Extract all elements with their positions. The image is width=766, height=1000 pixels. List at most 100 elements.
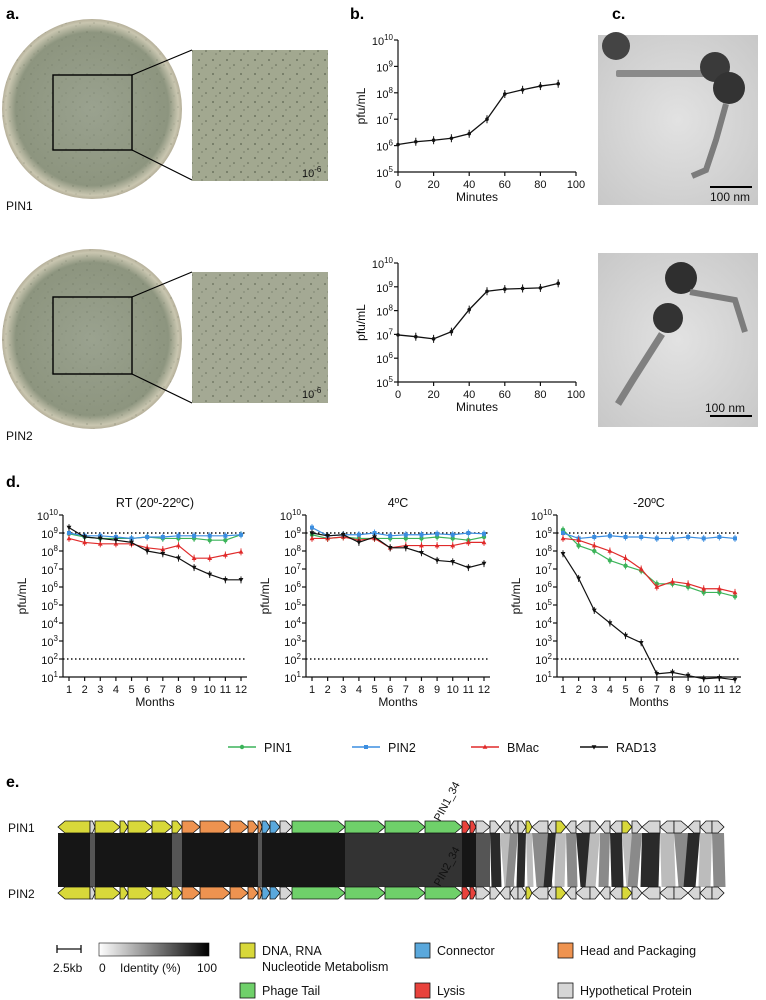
- data-point: [623, 563, 628, 569]
- gene-arrow: [119, 886, 129, 900]
- x-tick-label: 6: [144, 684, 150, 696]
- gene-arrow: [609, 886, 623, 900]
- data-point: [364, 745, 368, 749]
- data-point: [520, 286, 525, 291]
- x-tick-label: 1: [66, 684, 72, 696]
- panel-label-a: a.: [6, 6, 19, 23]
- data-point: [450, 532, 455, 537]
- track-label-pin1: PIN1: [8, 821, 35, 835]
- gene-arrow: [599, 820, 611, 834]
- data-point: [66, 525, 72, 531]
- gene-arrow: [171, 886, 183, 900]
- x-tick-label: 0: [395, 179, 401, 191]
- data-point: [591, 608, 597, 614]
- data-point: [176, 533, 181, 538]
- data-point: [560, 551, 566, 557]
- data-point: [113, 538, 119, 543]
- gene-arrow: [489, 820, 501, 834]
- gene-arrow: [57, 820, 91, 834]
- data-point: [701, 676, 707, 682]
- y-tick-label: 108: [376, 86, 393, 101]
- gene-arrow: [687, 820, 701, 834]
- legend: PIN1 PIN2 BMac RAD13: [228, 741, 656, 755]
- gene-arrow: [673, 886, 689, 900]
- gene-arrow: [687, 886, 701, 900]
- identity-band: [526, 833, 534, 887]
- gene-arrow: [699, 886, 713, 900]
- gene-arrow: [229, 886, 249, 900]
- gene-arrow: [499, 886, 511, 900]
- gene-arrow: [119, 820, 129, 834]
- x-tick-label: 80: [534, 179, 546, 191]
- gene-arrow: [151, 886, 173, 900]
- gene-arrow: [94, 820, 121, 834]
- data-point: [309, 531, 315, 536]
- gene-arrow: [89, 820, 96, 834]
- identity-band: [248, 833, 258, 887]
- x-tick-label: 1: [309, 684, 315, 696]
- gene-arrow: [531, 886, 549, 900]
- x-tick-label: 3: [340, 684, 346, 696]
- data-point: [717, 590, 722, 595]
- data-point: [449, 329, 454, 334]
- x-tick-label: 0: [395, 389, 401, 401]
- identity-band: [660, 833, 676, 887]
- series-line: [397, 282, 559, 340]
- plate-pin2: 10-6 PIN2: [2, 249, 328, 443]
- y-tick-label: 105: [535, 598, 552, 613]
- data-point: [310, 525, 314, 530]
- gene-arrow: [509, 820, 519, 834]
- x-tick-label: 20: [427, 389, 439, 401]
- x-tick-label: 4: [113, 684, 119, 696]
- x-tick-label: 10: [204, 684, 216, 696]
- zoom-box: [52, 296, 133, 375]
- x-tick-label: 7: [403, 684, 409, 696]
- gene-arrow: [575, 820, 591, 834]
- y-tick-label: 105: [284, 598, 301, 613]
- data-point: [538, 286, 543, 290]
- gene-arrow: [94, 886, 121, 900]
- data-point: [403, 546, 409, 551]
- data-point: [716, 586, 722, 591]
- data-point: [638, 566, 644, 571]
- data-point: [419, 542, 424, 548]
- gene-arrow: [565, 820, 577, 834]
- dilution-label: 10-6: [302, 386, 322, 401]
- category-label: Phage Tail: [262, 984, 320, 998]
- series-line: [397, 83, 559, 146]
- category-label: Head and Packaging: [580, 944, 696, 958]
- gene-arrow: [531, 820, 549, 834]
- data-point: [403, 532, 408, 537]
- series-line-pin2: [68, 532, 242, 540]
- gene-arrow: [499, 820, 511, 834]
- data-point: [732, 589, 738, 595]
- x-tick-label: 100: [567, 179, 585, 191]
- identity-band: [128, 833, 152, 887]
- x-tick-label: 12: [478, 684, 490, 696]
- y-axis-label: pfu/mL: [354, 87, 368, 124]
- x-tick-label: 9: [191, 684, 197, 696]
- y-tick-label: 108: [535, 544, 552, 559]
- x-axis-label: Minutes: [456, 190, 498, 204]
- panel-label-b: b.: [350, 6, 364, 23]
- x-tick-label: 4: [356, 684, 362, 696]
- data-point: [356, 532, 361, 537]
- data-point: [482, 744, 488, 749]
- gene-arrow: [525, 820, 533, 834]
- gene-arrow: [279, 820, 293, 834]
- series-line-bmac: [312, 536, 484, 549]
- y-tick-label: 108: [41, 544, 58, 559]
- gene-arrow: [269, 820, 281, 834]
- data-point: [223, 537, 228, 543]
- data-point: [340, 532, 346, 538]
- gene-arrow: [344, 886, 386, 900]
- x-tick-label: 6: [387, 684, 393, 696]
- data-point: [466, 531, 471, 535]
- identity-band: [476, 833, 490, 887]
- x-tick-label: 6: [638, 684, 644, 696]
- y-tick-label: 102: [535, 652, 552, 667]
- x-tick-label: 2: [82, 684, 88, 696]
- y-tick-label: 107: [284, 562, 301, 577]
- gene-arrow: [609, 820, 623, 834]
- gene-arrow: [469, 820, 477, 834]
